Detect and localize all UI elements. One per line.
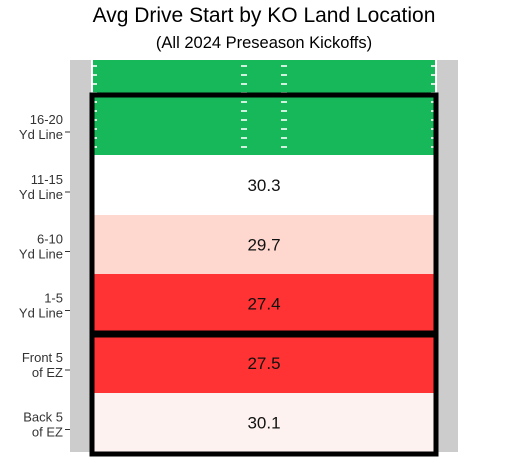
value-label: 30.3 bbox=[247, 176, 280, 195]
band-6-10 bbox=[91, 215, 437, 274]
y-tick-label: 6-10 Yd Line bbox=[19, 232, 63, 262]
band-1-5 bbox=[91, 274, 437, 333]
value-label: 30.1 bbox=[247, 414, 280, 433]
chart-title: Avg Drive Start by KO Land Location bbox=[92, 4, 436, 27]
band-front-5 bbox=[91, 333, 437, 393]
band-back-5 bbox=[91, 393, 437, 452]
chart-subtitle: (All 2024 Preseason Kickoffs) bbox=[155, 34, 373, 52]
y-tick-label: Back 5 of EZ bbox=[23, 410, 63, 440]
value-label: 27.5 bbox=[247, 354, 280, 373]
group-border-endzone bbox=[89, 332, 439, 457]
y-tick-label: 11-15 Yd Line bbox=[19, 172, 63, 202]
field-turf bbox=[91, 60, 437, 95]
band-11-15 bbox=[91, 155, 437, 215]
y-tick-label: 16-20 Yd Line bbox=[19, 112, 63, 142]
value-label: 27.4 bbox=[247, 295, 280, 314]
y-tick-label: Front 5 of EZ bbox=[22, 350, 63, 380]
y-tick-label: 1-5 Yd Line bbox=[19, 291, 63, 321]
sideline-right bbox=[437, 60, 458, 452]
value-label: 29.7 bbox=[247, 236, 280, 255]
sideline-left bbox=[70, 60, 91, 452]
band-16-20 bbox=[91, 95, 437, 155]
